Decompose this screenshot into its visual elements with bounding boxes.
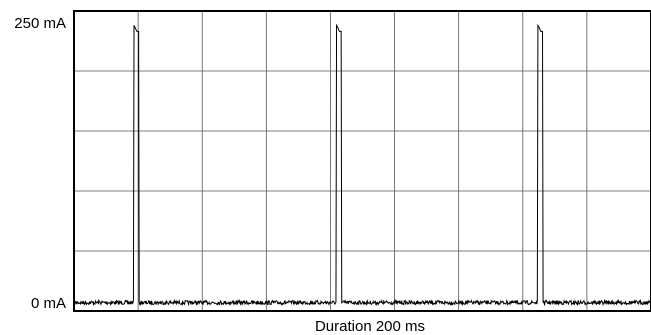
y-tick-label-max: 250 mA — [14, 15, 66, 32]
current-trace-line — [73, 23, 651, 307]
x-axis-label: Duration 200 ms — [315, 318, 425, 335]
plot-frame — [73, 10, 651, 312]
grid-lines — [74, 11, 651, 311]
y-tick-label-min: 0 mA — [31, 295, 66, 312]
